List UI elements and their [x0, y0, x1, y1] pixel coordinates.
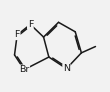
Text: F: F [15, 30, 20, 39]
Text: N: N [63, 64, 70, 73]
Text: F: F [28, 20, 33, 29]
Text: Br: Br [19, 65, 29, 74]
